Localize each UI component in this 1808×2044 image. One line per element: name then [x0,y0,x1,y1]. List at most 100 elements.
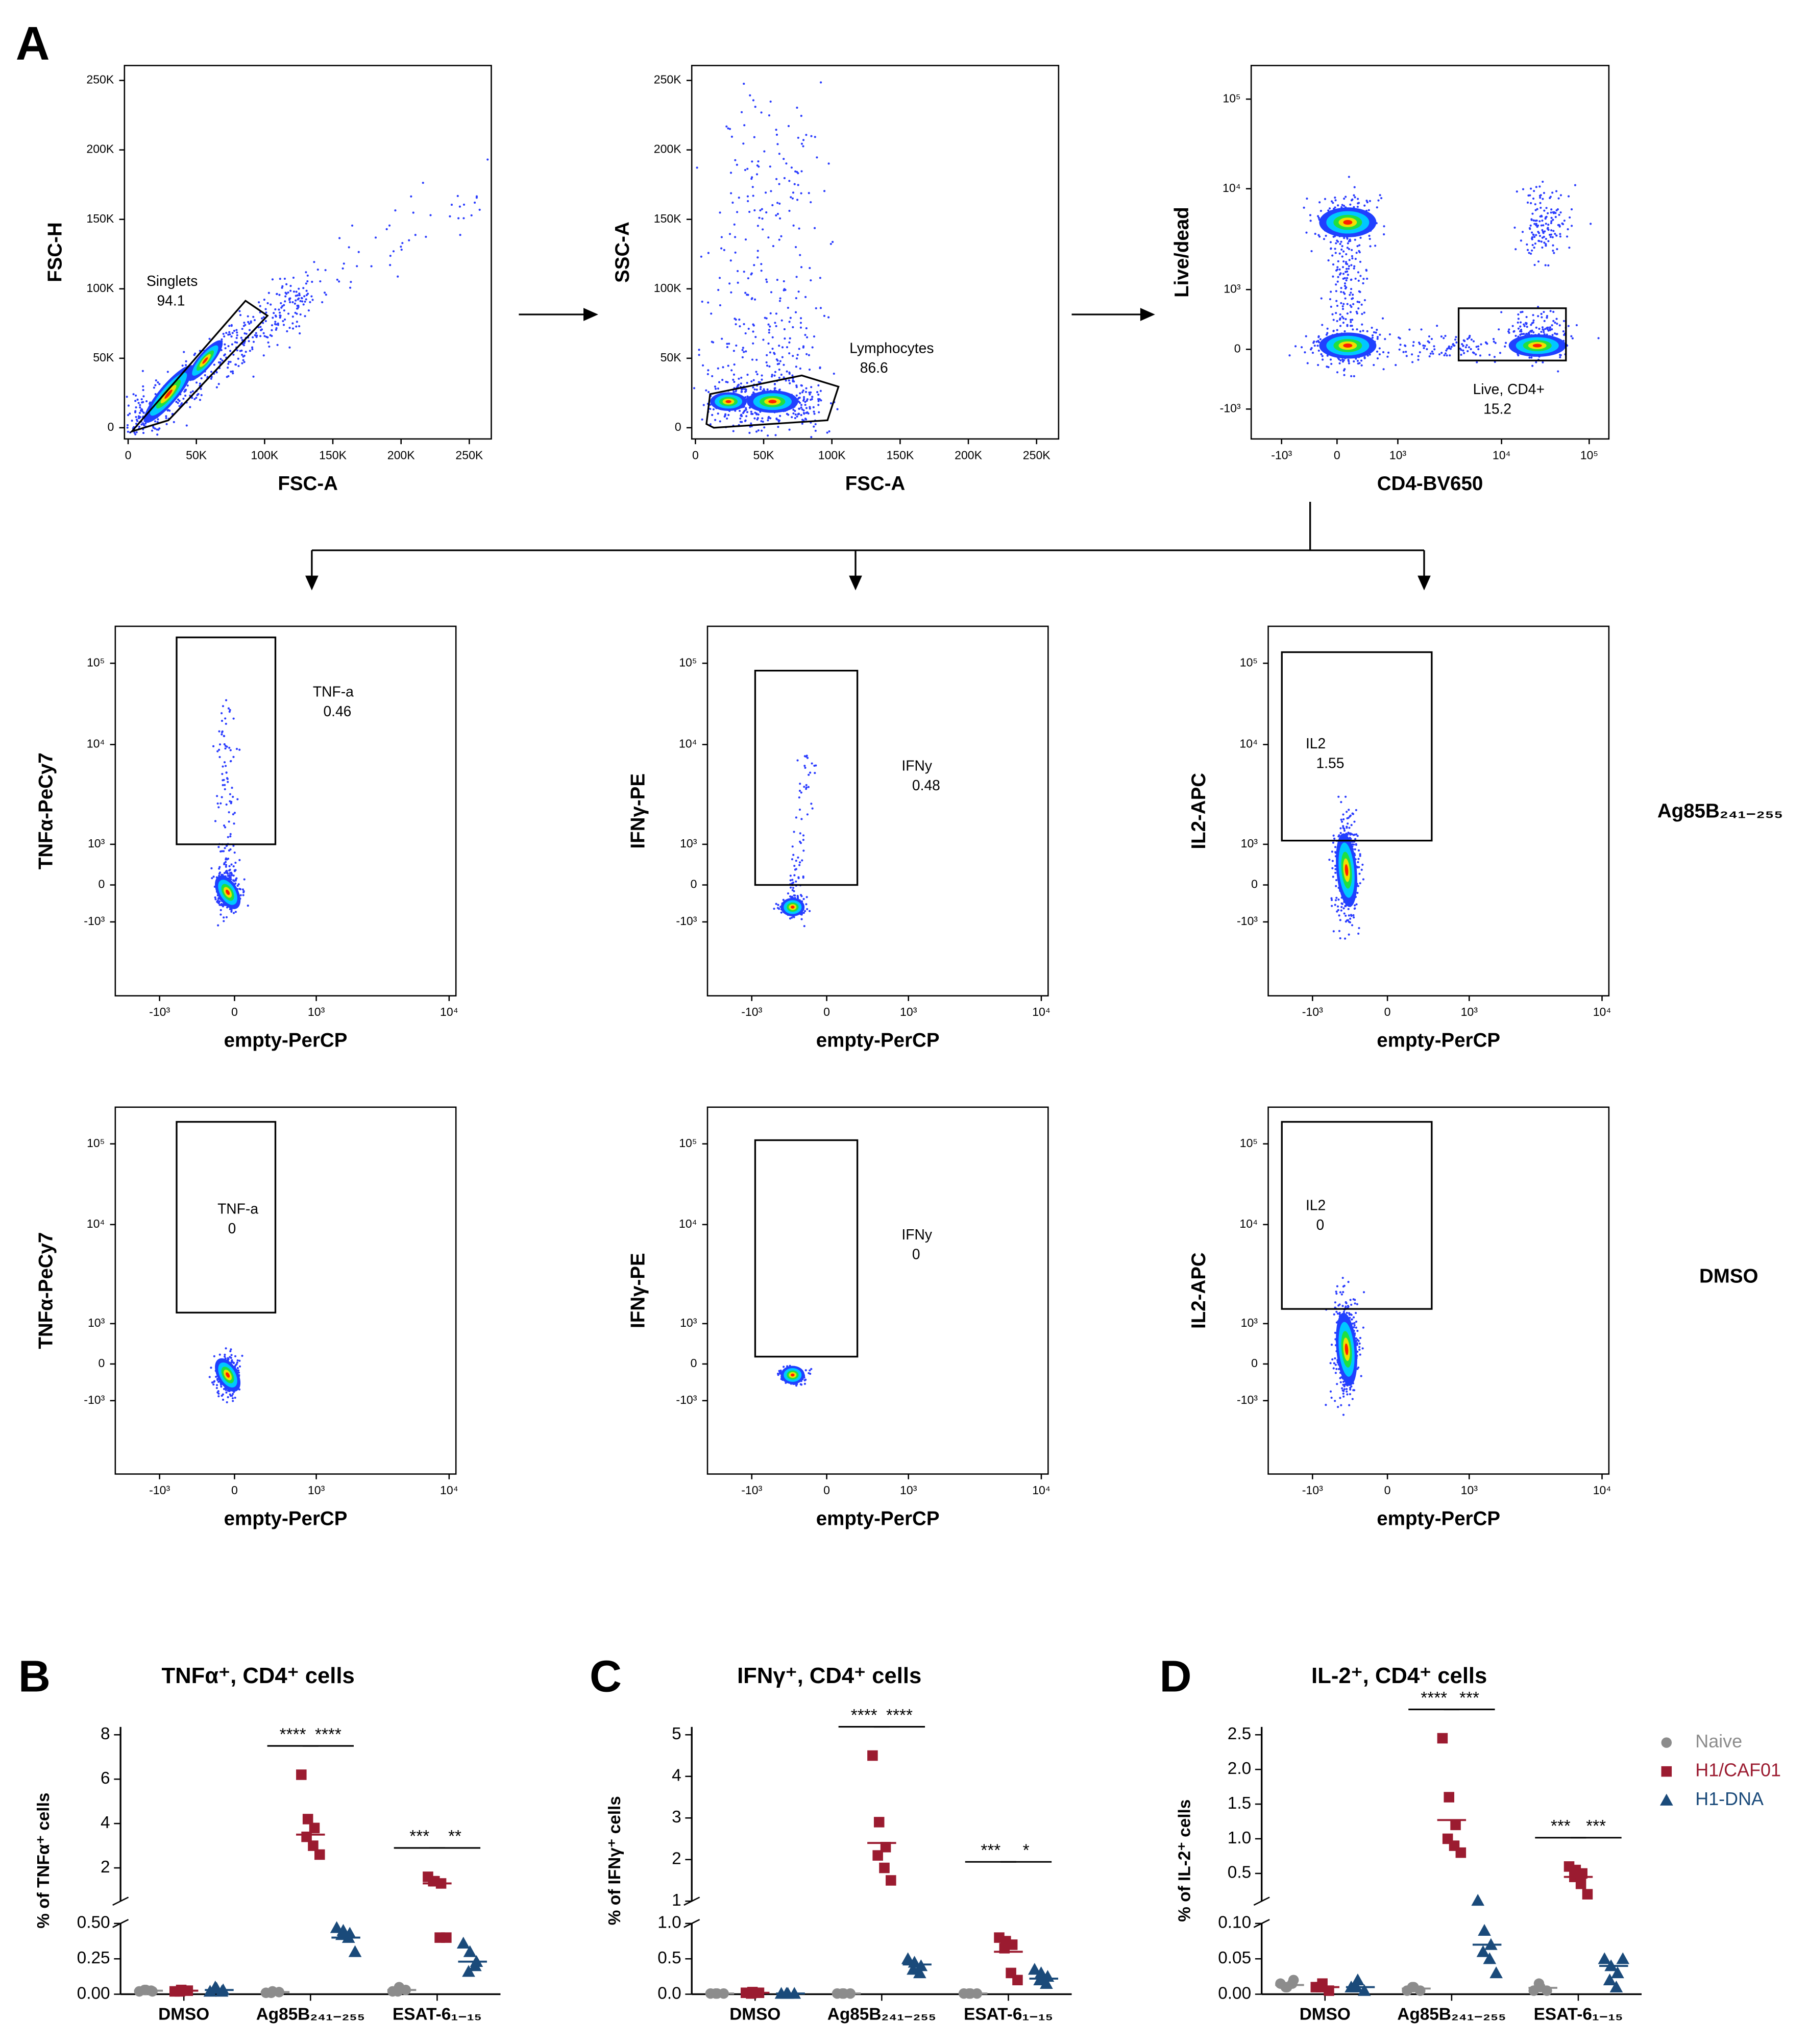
event-dot [1358,1346,1361,1348]
event-dot [1342,1380,1345,1383]
event-dot [139,404,141,406]
event-dot [755,173,759,176]
event-dot [1334,252,1337,254]
event-dot [1337,795,1340,798]
event-dot [1351,1398,1354,1400]
event-dot [1323,238,1326,240]
event-dot [1341,358,1344,361]
event-dot [282,324,285,326]
event-dot [1531,231,1533,234]
event-dot [707,301,710,304]
y-tick-label: 10⁴ [87,1217,105,1230]
event-dot [1360,868,1363,871]
event-dot [1359,275,1362,277]
y-tick-label: 10⁵ [87,1136,105,1150]
event-dot [245,351,247,353]
event-dot [1376,206,1378,209]
event-dot [727,413,730,417]
event-dot [1345,795,1347,798]
event-dot [1342,1395,1345,1398]
event-dot [1341,820,1343,823]
event-dot [1350,1303,1353,1306]
event-dot [1334,865,1337,867]
event-dot [127,404,130,407]
event-dot [1543,331,1545,333]
event-dot [1350,375,1353,377]
event-dot [223,872,226,874]
event-dot [799,322,802,324]
event-dot [801,859,803,862]
event-dot [1356,312,1358,315]
event-dot [232,1393,234,1395]
y-tick-label: 0.00 [1218,1984,1251,2003]
event-dot [1562,330,1565,333]
event-dot [1526,333,1529,335]
event-dot [778,362,780,365]
event-dot [1552,244,1554,247]
y-tick-label: 10³ [1241,1316,1258,1329]
event-dot [743,271,745,273]
event-dot [227,345,230,348]
event-dot [1333,1313,1335,1316]
event-dot [1332,263,1335,266]
event-dot [233,851,236,854]
event-dot [1566,235,1569,238]
event-dot [759,388,762,391]
event-dot [1342,322,1345,324]
event-dot [1361,313,1363,315]
event-dot [1556,248,1558,251]
event-dot [802,139,805,141]
event-dot [1339,272,1342,275]
event-dot [284,318,286,321]
event-dot [762,338,765,341]
event-dot [1343,1388,1346,1391]
dot-chart: C IFNγ⁺, CD4⁺ cells% of IFNγ⁺ cells0.00.5… [590,1652,1072,2024]
event-dot [225,765,227,767]
event-dot [231,787,233,789]
event-dot [218,866,221,868]
event-dot [794,409,796,412]
event-dot [758,165,760,168]
event-dot [1325,234,1327,237]
event-dot [1423,347,1425,349]
event-dot [1342,317,1345,320]
event-dot [728,282,731,285]
event-dot [804,404,807,406]
x-tick-label: 0 [823,1005,830,1018]
event-dot [1350,838,1352,840]
event-dot [793,865,796,867]
event-dot [779,297,781,300]
gate [1457,307,1567,361]
event-dot [1332,235,1335,238]
event-dot [810,279,812,282]
event-dot [1477,345,1480,348]
event-dot [728,128,731,130]
event-dot [726,346,729,349]
event-dot [741,349,744,351]
dot-chart: D IL-2⁺, CD4⁺ cells% of IL-2⁺ cells0.000.… [1160,1652,1642,2024]
event-dot [1345,1302,1348,1304]
event-dot [1528,227,1531,229]
event-dot [770,190,772,192]
event-dot [1547,229,1550,231]
event-dot [771,374,773,376]
event-dot [1350,824,1353,826]
event-dot [1329,241,1332,244]
event-dot [808,1372,810,1374]
event-dot [1568,247,1571,249]
x-tick-label: -10³ [741,1483,762,1497]
event-dot [769,100,772,103]
event-dot [751,186,754,188]
event-dot [1529,194,1531,197]
event-dot [219,913,222,916]
event-dot [175,401,178,403]
event-dot [214,820,217,822]
event-dot [796,759,799,762]
event-dot [216,802,219,805]
event-dot [215,1384,218,1386]
density-contour [1532,344,1542,348]
event-dot [1349,304,1352,307]
event-dot [229,833,232,835]
event-dot [218,867,221,870]
event-dot [721,337,723,340]
